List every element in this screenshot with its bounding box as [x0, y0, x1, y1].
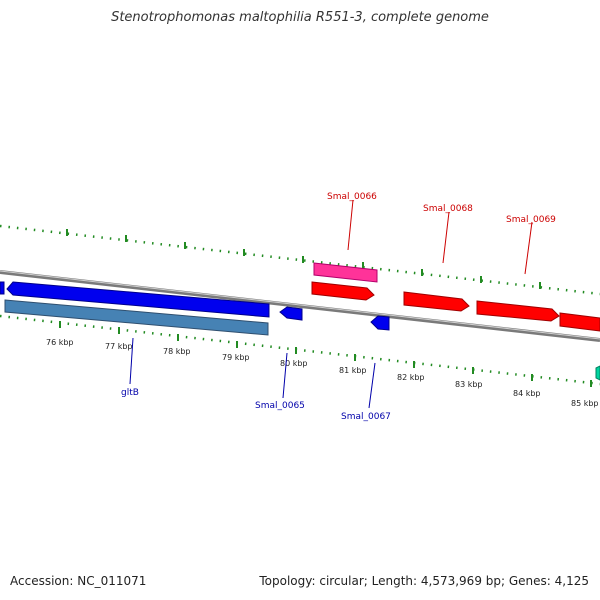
gene-label-smal-0066[interactable]: Smal_0066: [327, 192, 377, 202]
outer-tick-ruler: [0, 224, 600, 296]
gene-label-gltB[interactable]: gltB: [121, 388, 139, 398]
reverse-gene-labels: gltB Smal_0065 Smal_0067: [121, 337, 391, 422]
scale-label: 77 kbp: [105, 342, 133, 351]
scale-label: 82 kbp: [397, 373, 425, 382]
gene-smal-0067[interactable]: [370, 315, 390, 331]
gene-next-teal[interactable]: [595, 365, 600, 381]
gene-label-smal-0068[interactable]: Smal_0068: [423, 204, 473, 214]
gene-smal-0068[interactable]: [403, 291, 470, 312]
accession-text: Accession: NC_011071: [10, 574, 147, 588]
genome-backbone: [0, 270, 600, 342]
gene-smal-0065[interactable]: [279, 306, 303, 321]
gene-smal-0063[interactable]: [0, 281, 5, 295]
forward-gene-labels: Smal_0066 Smal_0068 Smal_0069: [327, 192, 556, 275]
scale-label: 83 kbp: [455, 380, 483, 389]
gene-smal-0069[interactable]: [476, 300, 560, 322]
scale-label: 76 kbp: [46, 338, 74, 347]
scale-label: 85 kbp: [571, 399, 599, 408]
operon-gltB[interactable]: [4, 299, 269, 336]
scale-label: 78 kbp: [163, 347, 191, 356]
scale-labels: 76 kbp 77 kbp 78 kbp 79 kbp 80 kbp 81 kb…: [46, 338, 599, 408]
scale-label: 80 kbp: [280, 359, 308, 368]
gene-gltB[interactable]: [6, 281, 270, 318]
gene-smal-0066-rna[interactable]: [313, 262, 378, 283]
map-title: Stenotrophomonas maltophilia R551-3, com…: [111, 10, 489, 25]
gene-label-smal-0065[interactable]: Smal_0065: [255, 401, 305, 411]
gene-smal-0070[interactable]: [559, 312, 600, 332]
genome-summary-text: Topology: circular; Length: 4,573,969 bp…: [259, 574, 589, 588]
inner-tick-ruler: [0, 314, 600, 387]
scale-label: 81 kbp: [339, 366, 367, 375]
scale-label: 79 kbp: [222, 353, 250, 362]
scale-label: 84 kbp: [513, 389, 541, 398]
gene-label-smal-0069[interactable]: Smal_0069: [506, 215, 556, 225]
gene-smal-0066[interactable]: [311, 281, 375, 301]
gene-label-smal-0067[interactable]: Smal_0067: [341, 412, 391, 422]
